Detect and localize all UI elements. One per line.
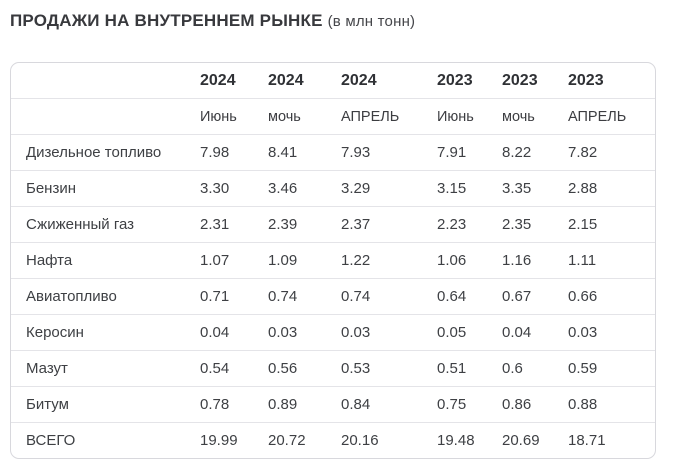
month-header-cell: АПРЕЛЬ: [568, 98, 655, 134]
value-cell: 1.09: [268, 242, 341, 278]
page-title-main: ПРОДАЖИ НА ВНУТРЕННЕМ РЫНКЕ: [10, 11, 323, 30]
year-header-cell: 2023: [502, 71, 538, 89]
value-cell: 7.93: [341, 134, 437, 170]
row-label-cell: Мазут: [11, 350, 200, 386]
year-header-cell: 2023: [568, 71, 604, 89]
month-header-cell: мочь: [268, 98, 341, 134]
table-row: Мазут 0.54 0.56 0.53 0.51 0.6 0.59: [11, 350, 655, 386]
value-cell: 0.66: [568, 278, 655, 314]
row-label-cell: Дизельное топливо: [11, 134, 200, 170]
value-cell: 7.98: [200, 134, 268, 170]
row-label-cell: ВСЕГО: [11, 422, 200, 458]
table-row: Керосин 0.04 0.03 0.03 0.05 0.04 0.03: [11, 314, 655, 350]
value-cell: 19.48: [437, 422, 502, 458]
year-header-cell: 2023: [437, 71, 473, 89]
value-cell: 2.31: [200, 206, 268, 242]
page-title: ПРОДАЖИ НА ВНУТРЕННЕМ РЫНКЕ (в млн тонн): [0, 0, 677, 33]
table-row: ВСЕГО 19.99 20.72 20.16 19.48 20.69 18.71: [11, 422, 655, 458]
value-cell: 0.03: [568, 314, 655, 350]
value-cell: 0.75: [437, 386, 502, 422]
value-cell: 0.64: [437, 278, 502, 314]
row-label-cell: Сжиженный газ: [11, 206, 200, 242]
value-cell: 2.23: [437, 206, 502, 242]
value-cell: 0.59: [568, 350, 655, 386]
corner-cell: [11, 63, 200, 98]
value-cell: 2.37: [341, 206, 437, 242]
value-cell: 0.05: [437, 314, 502, 350]
row-label-cell: Авиатопливо: [11, 278, 200, 314]
value-cell: 0.56: [268, 350, 341, 386]
table-row: Сжиженный газ 2.31 2.39 2.37 2.23 2.35 2.15: [11, 206, 655, 242]
value-cell: 1.16: [502, 242, 568, 278]
value-cell: 0.04: [502, 314, 568, 350]
row-label-cell: Битум: [11, 386, 200, 422]
month-header-cell: Июнь: [437, 98, 502, 134]
table-header: 2024 2024 2024 2023 2023 2023 Июнь мочь …: [11, 63, 655, 134]
page-title-units: (в млн тонн): [327, 13, 416, 30]
month-header-cell: АПРЕЛЬ: [341, 98, 437, 134]
value-cell: 0.53: [341, 350, 437, 386]
value-cell: 0.74: [341, 278, 437, 314]
table-body: Дизельное топливо 7.98 8.41 7.93 7.91 8.22 7.8…: [11, 134, 655, 458]
value-cell: 0.67: [502, 278, 568, 314]
corner-cell: [11, 98, 200, 134]
value-cell: 1.06: [437, 242, 502, 278]
value-cell: 3.30: [200, 170, 268, 206]
domestic-sales-table: 2024 2024 2024 2023 2023 2023 Июнь мочь …: [10, 62, 656, 459]
value-cell: 20.16: [341, 422, 437, 458]
value-cell: 1.11: [568, 242, 655, 278]
table-row: Бензин 3.30 3.46 3.29 3.15 3.35 2.88: [11, 170, 655, 206]
value-cell: 0.88: [568, 386, 655, 422]
value-cell: 19.99: [200, 422, 268, 458]
table-row: Авиатопливо 0.71 0.74 0.74 0.64 0.67 0.66: [11, 278, 655, 314]
value-cell: 0.03: [341, 314, 437, 350]
month-header-cell: мочь: [502, 98, 568, 134]
value-cell: 3.35: [502, 170, 568, 206]
value-cell: 0.6: [502, 350, 568, 386]
year-header-cell: 2024: [268, 71, 304, 89]
value-cell: 0.89: [268, 386, 341, 422]
value-cell: 0.74: [268, 278, 341, 314]
table-row: Дизельное топливо 7.98 8.41 7.93 7.91 8.22 7.8…: [11, 134, 655, 170]
month-header-cell: Июнь: [200, 98, 268, 134]
value-cell: 1.07: [200, 242, 268, 278]
value-cell: 7.91: [437, 134, 502, 170]
value-cell: 2.15: [568, 206, 655, 242]
value-cell: 0.51: [437, 350, 502, 386]
month-header-row: Июнь мочь АПРЕЛЬ Июнь мочь АПРЕЛЬ: [11, 98, 655, 134]
value-cell: 0.04: [200, 314, 268, 350]
value-cell: 0.84: [341, 386, 437, 422]
value-cell: 1.22: [341, 242, 437, 278]
value-cell: 0.54: [200, 350, 268, 386]
value-cell: 0.78: [200, 386, 268, 422]
value-cell: 3.46: [268, 170, 341, 206]
value-cell: 0.86: [502, 386, 568, 422]
row-label-cell: Нафта: [11, 242, 200, 278]
value-cell: 3.15: [437, 170, 502, 206]
value-cell: 8.41: [268, 134, 341, 170]
table-row: Нафта 1.07 1.09 1.22 1.06 1.16 1.11: [11, 242, 655, 278]
value-cell: 7.82: [568, 134, 655, 170]
value-cell: 20.69: [502, 422, 568, 458]
year-header-row: 2024 2024 2024 2023 2023 2023: [11, 63, 655, 98]
value-cell: 2.88: [568, 170, 655, 206]
value-cell: 2.39: [268, 206, 341, 242]
table-row: Битум 0.78 0.89 0.84 0.75 0.86 0.88: [11, 386, 655, 422]
value-cell: 0.71: [200, 278, 268, 314]
year-header-cell: 2024: [200, 71, 236, 89]
value-cell: 2.35: [502, 206, 568, 242]
row-label-cell: Бензин: [11, 170, 200, 206]
year-header-cell: 2024: [341, 71, 377, 89]
value-cell: 8.22: [502, 134, 568, 170]
value-cell: 18.71: [568, 422, 655, 458]
value-cell: 0.03: [268, 314, 341, 350]
value-cell: 3.29: [341, 170, 437, 206]
row-label-cell: Керосин: [11, 314, 200, 350]
value-cell: 20.72: [268, 422, 341, 458]
